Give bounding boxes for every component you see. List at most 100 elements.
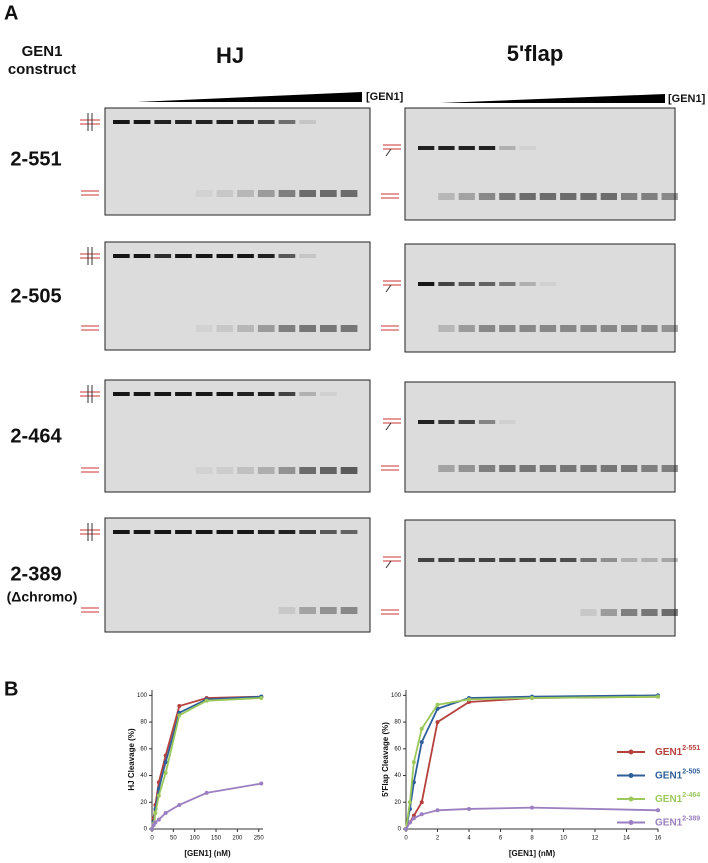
gel-band bbox=[438, 282, 455, 286]
gel-band bbox=[154, 392, 172, 396]
gel-band bbox=[133, 254, 151, 258]
gel-band bbox=[340, 607, 358, 614]
gel-band bbox=[661, 325, 678, 332]
gel-band bbox=[418, 420, 435, 424]
gel-band bbox=[560, 465, 577, 472]
gel-band bbox=[278, 190, 296, 197]
gel-band bbox=[519, 325, 536, 332]
gel-band bbox=[580, 325, 597, 332]
gel-band bbox=[257, 530, 275, 534]
row-label: 2-389 bbox=[10, 563, 61, 585]
gel-band bbox=[237, 190, 254, 197]
gel-band bbox=[600, 558, 617, 562]
legend-name: GEN1 bbox=[655, 817, 683, 828]
legend-marker bbox=[628, 749, 634, 755]
legend-superscript: 2-505 bbox=[682, 768, 700, 775]
data-point bbox=[163, 770, 168, 775]
legend-marker bbox=[628, 796, 634, 802]
gel-band bbox=[154, 254, 172, 258]
gel-band bbox=[216, 392, 234, 396]
flap-icon bbox=[383, 280, 401, 286]
gel-band bbox=[438, 325, 455, 332]
gel-band bbox=[600, 465, 617, 472]
series-line bbox=[405, 695, 659, 830]
duplex-icon bbox=[81, 325, 99, 331]
gel-band bbox=[257, 120, 275, 124]
gel-band bbox=[154, 120, 172, 124]
gel-band bbox=[519, 558, 536, 562]
x-tick-label: 250 bbox=[254, 836, 265, 842]
duplex-icon bbox=[381, 325, 399, 331]
data-point bbox=[411, 816, 416, 821]
y-tick-label: 60 bbox=[140, 746, 147, 752]
gel-band bbox=[175, 392, 192, 396]
gel-band bbox=[154, 530, 172, 534]
gel-band bbox=[216, 325, 234, 332]
data-point bbox=[177, 802, 182, 807]
gel bbox=[104, 517, 371, 633]
gel-band bbox=[580, 609, 597, 616]
gel-band bbox=[320, 392, 337, 396]
gel-band bbox=[458, 558, 475, 562]
gel-band bbox=[641, 193, 658, 200]
legend-superscript: 2-464 bbox=[682, 792, 700, 799]
gel-band bbox=[539, 465, 557, 472]
gel-band bbox=[478, 193, 496, 200]
legend-label: GEN12-464 bbox=[655, 792, 700, 805]
hj-icon bbox=[80, 391, 100, 397]
data-point bbox=[153, 820, 158, 825]
data-point bbox=[404, 827, 408, 831]
x-tick-label: 0 bbox=[150, 836, 154, 842]
y-tick-label: 60 bbox=[394, 746, 401, 752]
gel-band bbox=[299, 120, 316, 124]
gel-band bbox=[299, 607, 316, 614]
row-label: 2-551 bbox=[10, 148, 61, 170]
data-point bbox=[407, 800, 412, 805]
gel-band bbox=[499, 420, 516, 424]
gel-title: 5'flap bbox=[507, 41, 564, 66]
x-tick-label: 200 bbox=[232, 836, 243, 842]
gel-band bbox=[133, 392, 151, 396]
gel-band bbox=[478, 465, 496, 472]
x-tick-label: 12 bbox=[592, 836, 599, 842]
x-tick-label: 10 bbox=[560, 836, 567, 842]
gel-band bbox=[621, 558, 638, 562]
gel-band bbox=[560, 325, 577, 332]
data-point bbox=[259, 696, 264, 701]
gel-band bbox=[600, 193, 617, 200]
gel-band bbox=[478, 282, 496, 286]
gel-band bbox=[237, 530, 254, 534]
flap-icon bbox=[385, 148, 392, 157]
legend-name: GEN1 bbox=[655, 770, 683, 781]
hj-icon bbox=[87, 385, 93, 403]
data-point bbox=[407, 820, 412, 825]
gel-band bbox=[299, 190, 316, 197]
gel-band bbox=[113, 120, 130, 124]
gel-band bbox=[195, 325, 213, 332]
gel-band bbox=[458, 465, 475, 472]
x-tick-label: 0 bbox=[404, 836, 408, 842]
gel-band bbox=[320, 467, 337, 474]
gel bbox=[404, 243, 676, 353]
gel-band bbox=[478, 420, 496, 424]
gel-band bbox=[340, 530, 358, 534]
gel-band bbox=[278, 607, 296, 614]
gel-band bbox=[195, 530, 213, 534]
gel-band bbox=[580, 193, 597, 200]
legend-marker bbox=[628, 773, 634, 778]
duplex-icon bbox=[81, 607, 99, 613]
gel-band bbox=[299, 467, 316, 474]
y-tick-label: 20 bbox=[394, 800, 401, 806]
gel-band bbox=[216, 120, 234, 124]
y-axis-label: HJ Cleavage (%) bbox=[127, 728, 136, 791]
gel-band bbox=[175, 254, 192, 258]
data-point bbox=[530, 805, 534, 810]
series-line bbox=[151, 782, 262, 830]
legend-name: GEN1 bbox=[655, 747, 683, 758]
data-point bbox=[177, 704, 182, 709]
data-point bbox=[419, 740, 424, 745]
gel-band bbox=[458, 146, 475, 150]
gel-band bbox=[539, 282, 557, 286]
